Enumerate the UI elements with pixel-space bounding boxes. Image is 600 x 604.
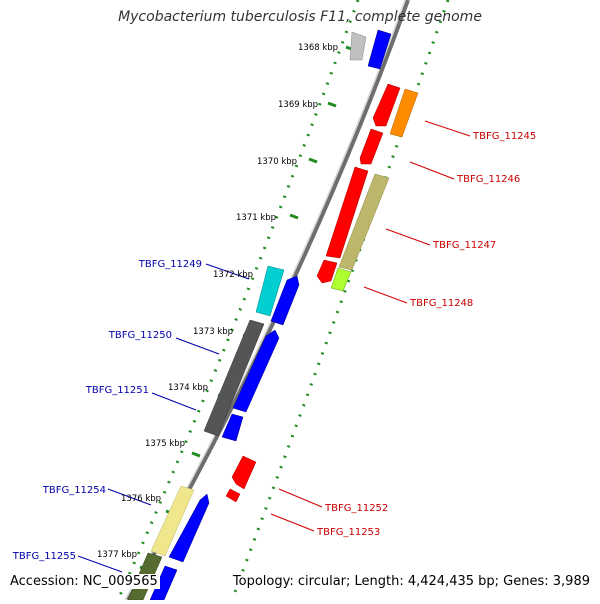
cds-reverse-top-gray[interactable] [349, 31, 367, 61]
leader-lines [77, 120, 471, 573]
cds-reverse-11249[interactable] [270, 275, 300, 326]
tick-mark [191, 451, 201, 458]
leader-line-11251 [151, 392, 197, 411]
cds-forward-11252[interactable] [231, 455, 257, 490]
feature-cyan-11249[interactable] [255, 265, 285, 317]
gene-label-forward[interactable]: TBFG_11246 [456, 174, 520, 185]
tick-label: 1375 kbp [145, 439, 185, 449]
feature-yellow-11254[interactable] [150, 485, 195, 557]
leader-line-11254 [107, 488, 152, 506]
gene-label-forward[interactable]: TBFG_11252 [324, 503, 388, 514]
map-title: Mycobacterium tuberculosis F11, complete… [118, 9, 482, 25]
feature-orange-11245[interactable] [389, 88, 419, 138]
cds-forward-11247b[interactable] [316, 259, 338, 284]
gene-label-reverse[interactable]: TBFG_11254 [42, 485, 106, 496]
leader-line-11250 [175, 337, 220, 355]
tick-label: 1368 kbp [298, 43, 338, 53]
leader-line-11245 [424, 120, 471, 137]
tick-labels: 1368 kbp 1369 kbp 1370 kbp 1371 kbp 1372 kbp… [97, 43, 338, 560]
gene-label-reverse[interactable]: TBFG_11251 [85, 385, 149, 396]
tick-label: 1376 kbp [121, 494, 161, 504]
inner-tick-ring [116, 0, 360, 601]
tick-mark [327, 101, 337, 108]
cds-forward-11245[interactable] [372, 83, 401, 127]
cds-reverse-top-blue[interactable] [367, 29, 392, 70]
tick-label: 1374 kbp [168, 383, 208, 393]
feature-khaki-11247[interactable] [338, 173, 390, 271]
tick-label: 1372 kbp [213, 270, 253, 280]
cds-reverse-11250[interactable] [232, 329, 280, 413]
forward-gene-labels: TBFG_11245 TBFG_11246 TBFG_11247 TBFG_11248… [316, 131, 536, 538]
leader-line-11249 [205, 263, 250, 280]
leader-line-11255 [77, 555, 123, 573]
gene-label-reverse[interactable]: TBFG_11249 [138, 259, 202, 270]
tick-label: 1373 kbp [193, 327, 233, 337]
gene-label-forward[interactable]: TBFG_11253 [316, 527, 380, 538]
gene-label-forward[interactable]: TBFG_11248 [409, 298, 473, 309]
gene-label-reverse[interactable]: TBFG_11255 [12, 551, 76, 562]
tick-label: 1377 kbp [97, 550, 137, 560]
cds-reverse-11251[interactable] [221, 413, 244, 442]
leader-line-11253 [270, 513, 315, 532]
tick-label: 1370 kbp [257, 157, 297, 167]
cds-forward-11246[interactable] [359, 128, 384, 165]
cds-forward-11253[interactable] [225, 488, 241, 503]
leader-line-11246 [409, 161, 455, 180]
tick-mark [289, 213, 299, 220]
tick-label: 1371 kbp [236, 213, 276, 223]
leader-line-11248 [363, 286, 408, 304]
feature-gray-11250[interactable] [203, 319, 265, 437]
genome-summary: Topology: circular; Length: 4,424,435 bp… [230, 574, 592, 589]
cds-reverse-11254[interactable] [168, 493, 210, 563]
tick-mark [308, 157, 318, 164]
leader-line-11247 [385, 228, 431, 246]
tick-label: 1369 kbp [278, 100, 318, 110]
cds-forward-11247[interactable] [325, 166, 369, 259]
leader-line-11252 [278, 488, 323, 508]
reverse-gene-labels: TBFG_11249 TBFG_11250 TBFG_11251 TBFG_11254… [12, 259, 202, 562]
tick-marks [139, 45, 355, 572]
gene-label-forward[interactable]: TBFG_11247 [432, 240, 496, 251]
accession-label: Accession: NC_009565 [8, 574, 160, 589]
gene-label-forward[interactable]: TBFG_11245 [472, 131, 536, 142]
feature-lime-11248[interactable] [330, 267, 352, 292]
gene-label-reverse[interactable]: TBFG_11250 [108, 330, 172, 341]
